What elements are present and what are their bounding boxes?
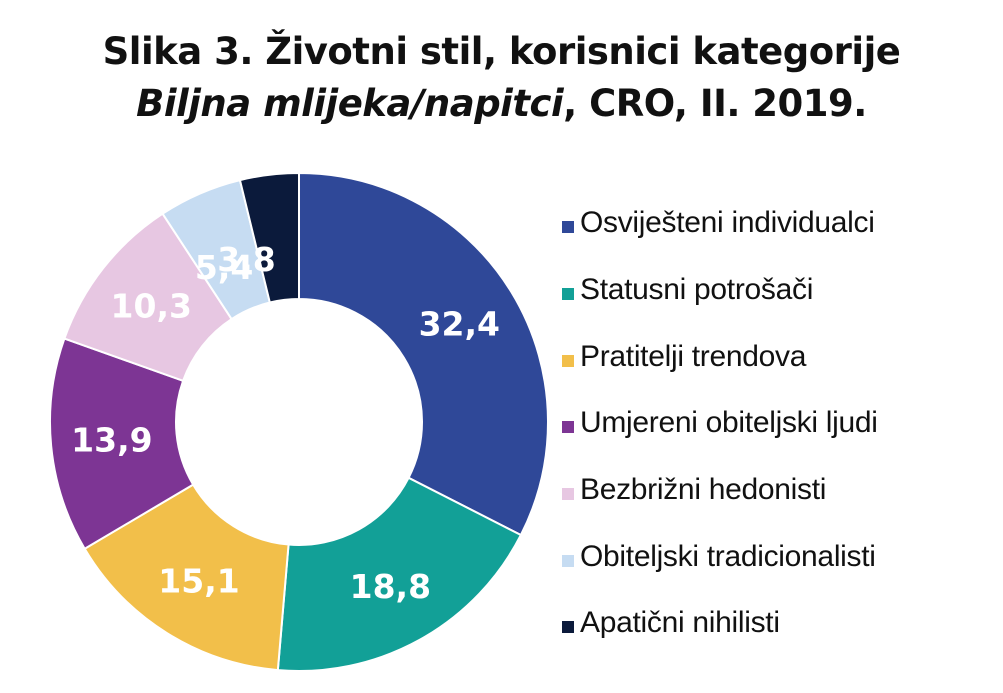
legend-label: Bezbrižni hedonisti <box>580 473 827 507</box>
legend-swatch <box>562 554 574 567</box>
legend-label: Obiteljski tradicionalisti <box>580 539 876 573</box>
legend-item: Pratitelji trendova <box>562 323 997 390</box>
legend-swatch <box>562 354 574 367</box>
chart-title-line-1: Slika 3. Životni stil, korisnici kategor… <box>102 30 901 73</box>
donut-slice-4 <box>49 337 195 551</box>
legend-item: Statusni potrošači <box>562 257 997 324</box>
legend-label: Osviješteni individualci <box>580 206 875 240</box>
chart-title-category: Biljna mlijeka/napitci <box>136 82 564 125</box>
donut-slice-2 <box>276 476 523 672</box>
chart-legend: Osviješteni individualci Statusni potroša… <box>562 190 997 657</box>
legend-label: Umjereni obiteljski ljudi <box>580 406 878 440</box>
legend-item: Osviješteni individualci <box>562 190 997 257</box>
legend-item: Apatični nihilisti <box>562 590 997 657</box>
donut-chart: 32,4 18,8 15,1 13,9 10,35,43,8 <box>49 171 549 672</box>
legend-swatch <box>562 488 574 501</box>
slice-value-label-5: 10,3 <box>111 286 192 325</box>
legend-swatch <box>562 221 574 234</box>
slice-value-label-4: 13,9 <box>71 421 152 460</box>
slice-value-label-2: 18,8 <box>350 567 431 606</box>
donut-slice-1 <box>298 171 549 537</box>
slice-value-label-7: 3,8 <box>217 240 275 279</box>
legend-label: Pratitelji trendova <box>580 339 807 373</box>
legend-swatch <box>562 421 574 434</box>
donut-slice-3 <box>83 483 290 672</box>
chart-title-line-2: Biljna mlijeka/napitci, CRO, II. 2019. <box>0 78 1003 130</box>
legend-label: Statusni potrošači <box>580 273 814 307</box>
legend-item: Bezbrižni hedonisti <box>562 457 997 524</box>
slice-value-label-3: 15,1 <box>158 562 239 601</box>
legend-swatch <box>562 288 574 301</box>
chart-title: Slika 3. Životni stil, korisnici kategor… <box>0 26 1003 130</box>
legend-label: Apatični nihilisti <box>580 606 780 640</box>
legend-swatch <box>562 621 574 634</box>
donut-slice-7 <box>238 171 300 304</box>
legend-item: Umjereni obiteljski ljudi <box>562 390 997 457</box>
slice-value-label-6: 5,4 <box>195 248 253 287</box>
legend-item: Obiteljski tradicionalisti <box>562 523 997 590</box>
slice-value-label-1: 32,4 <box>419 304 500 343</box>
chart-title-suffix: , CRO, II. 2019. <box>563 82 867 125</box>
